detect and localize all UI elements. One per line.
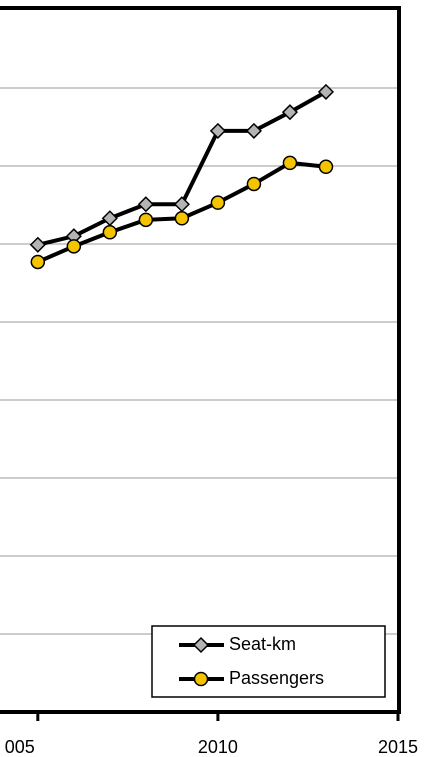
x-tick-label: 2015	[378, 737, 418, 757]
marker	[29, 236, 46, 253]
marker	[173, 196, 190, 213]
x-tick-label: 2010	[198, 737, 238, 757]
marker	[174, 211, 190, 226]
marker	[192, 636, 210, 654]
marker	[137, 196, 154, 213]
marker	[210, 195, 226, 210]
marker	[193, 671, 209, 687]
legend-label: Passengers	[229, 668, 324, 688]
marker	[246, 176, 262, 192]
marker	[30, 254, 46, 270]
marker	[209, 122, 226, 139]
plot-area	[29, 83, 335, 270]
legend-label: Seat-km	[229, 634, 296, 654]
legend-box	[151, 625, 386, 698]
marker	[102, 225, 118, 240]
marker	[318, 159, 334, 175]
marker	[101, 210, 118, 227]
marker	[282, 155, 298, 171]
grid	[0, 87, 398, 635]
marker	[281, 104, 299, 121]
legend: Seat-km Passengers	[151, 625, 386, 698]
axes: 005 2010 2015	[0, 6, 418, 757]
x-tick-label: 005	[5, 737, 35, 757]
marker	[245, 122, 262, 139]
marker	[317, 83, 335, 100]
marker	[66, 239, 82, 254]
marker	[138, 212, 154, 228]
